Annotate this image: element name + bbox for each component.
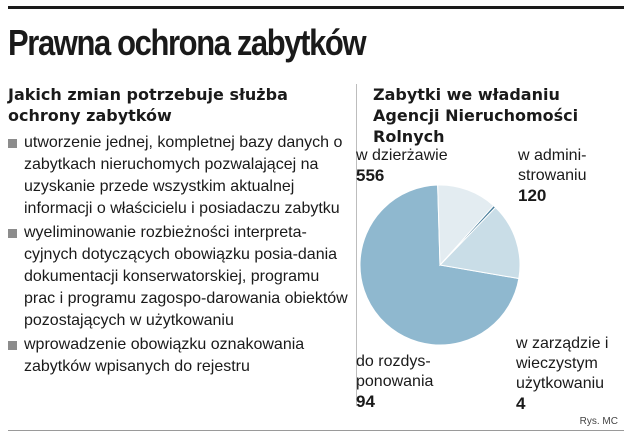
bullet-square-icon [8, 341, 17, 350]
list-item-text: wprowadzenie obowiązku oznakowania zabyt… [24, 336, 305, 375]
column-divider [356, 84, 357, 406]
list-item: wyeliminowanie rozbieżności interpreta-c… [8, 222, 353, 332]
label-dzierzawa: w dzierżawie 556 [356, 146, 448, 186]
label-zarzad: w zarządzie i wieczystym użytkowaniu 4 [516, 334, 628, 414]
slice-value: 120 [518, 186, 547, 205]
bullet-square-icon [8, 229, 17, 238]
slice-label-text: w admini-strowaniu [518, 147, 587, 184]
changes-heading: Jakich zmian potrzebuje służba ochrony z… [8, 85, 288, 125]
slice-value: 4 [516, 394, 526, 413]
changes-list: utworzenie jednej, kompletnej bazy danyc… [8, 132, 353, 378]
list-item-text: wyeliminowanie rozbieżności interpreta-c… [24, 224, 348, 329]
slice-value: 94 [356, 392, 375, 411]
changes-section: Jakich zmian potrzebuje służba ochrony z… [8, 84, 353, 380]
slice-label-text: w zarządzie i wieczystym użytkowaniu [516, 335, 609, 392]
label-rozdysponowanie: do rozdys-ponowania 94 [356, 352, 456, 412]
list-item-text: utworzenie jednej, kompletnej bazy danyc… [24, 134, 343, 217]
label-administrowanie: w admini-strowaniu 120 [518, 146, 618, 206]
chart-section: Zabytki we władaniu Agencji Nieruchomośc… [373, 84, 623, 147]
top-rule [8, 6, 624, 9]
slice-label-text: do rozdys-ponowania [356, 353, 434, 390]
bottom-rule [8, 430, 624, 431]
pie-slices [359, 184, 521, 346]
page-title: Prawna ochrona zabytków [8, 22, 367, 63]
slice-administrowanie [438, 206, 521, 280]
credit: Rys. MC [579, 416, 618, 427]
slice-label-text: w dzierżawie [356, 147, 448, 164]
list-item: utworzenie jednej, kompletnej bazy danyc… [8, 132, 353, 220]
slice-value: 556 [356, 166, 385, 185]
chart-title: Zabytki we władaniu Agencji Nieruchomośc… [373, 85, 579, 146]
bullet-square-icon [8, 139, 17, 148]
list-item: wprowadzenie obowiązku oznakowania zabyt… [8, 334, 353, 378]
slice-rozdysponowanie [437, 184, 495, 267]
